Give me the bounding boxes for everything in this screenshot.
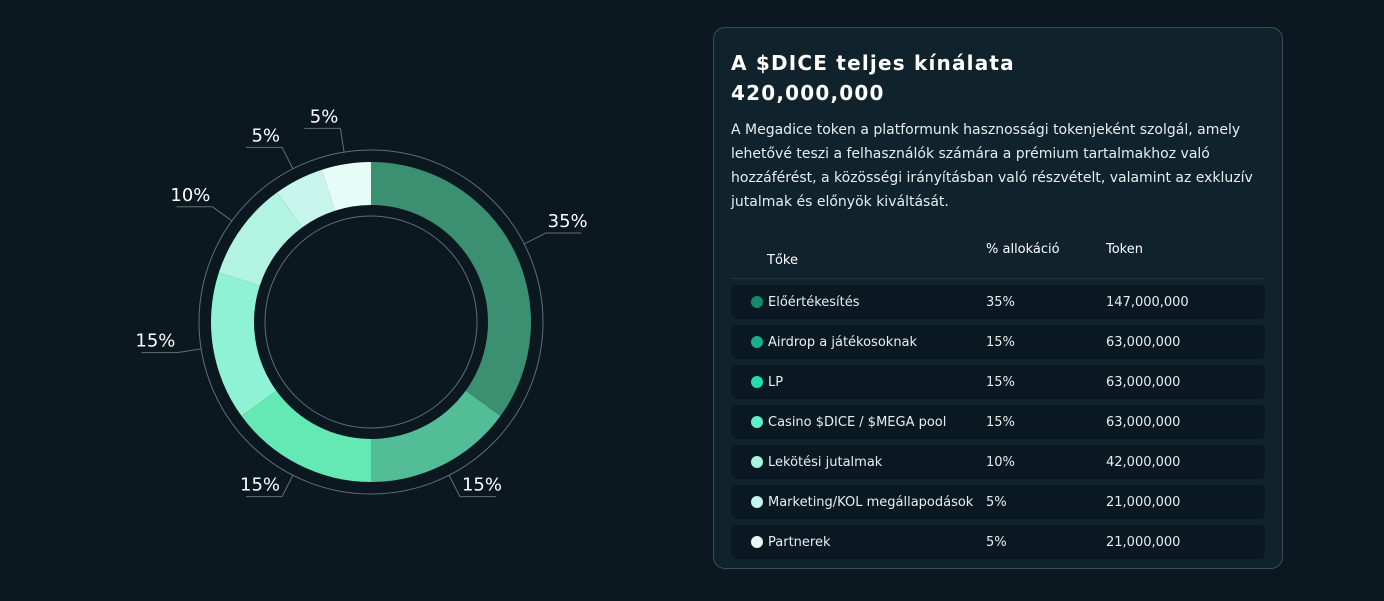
row-name: Casino $DICE / $MEGA pool (768, 414, 947, 430)
donut-slice (241, 390, 371, 482)
row-name: Előértékesítés (768, 294, 860, 310)
row-tokens: 21,000,000 (1106, 494, 1181, 510)
table-row: Casino $DICE / $MEGA pool 15% 63,000,000 (731, 405, 1265, 439)
row-tokens: 63,000,000 (1106, 374, 1181, 390)
outer-ring (198, 149, 544, 495)
row-pct: 5% (986, 494, 1007, 510)
leader-line (448, 475, 496, 498)
table-header: Tőke % allokáció Token (731, 242, 1265, 279)
table-row: Partnerek 5% 21,000,000 (731, 525, 1265, 559)
row-pct: 5% (986, 534, 1007, 550)
donut-slice (211, 272, 277, 417)
header-pct: % allokáció (986, 242, 1060, 257)
row-pct: 35% (986, 294, 1015, 310)
panel-description: A Megadice token a platformunk hasznossá… (731, 122, 1253, 210)
row-tokens: 21,000,000 (1106, 534, 1181, 550)
donut-slice (218, 192, 303, 286)
title-line-1: A $DICE teljes kínálata (731, 51, 1015, 75)
table-row: Marketing/KOL megállapodások 5% 21,000,0… (731, 485, 1265, 519)
header-token: Token (1106, 242, 1143, 257)
table-row: LP 15% 63,000,000 (731, 365, 1265, 399)
leader-line (246, 475, 294, 498)
row-name: Marketing/KOL megállapodások (768, 494, 974, 510)
row-pct: 10% (986, 454, 1015, 470)
row-name: LP (768, 374, 784, 390)
leader-line (524, 232, 582, 245)
row-tokens: 147,000,000 (1106, 294, 1189, 310)
row-pct: 15% (986, 374, 1015, 390)
row-name: Lekötési jutalmak (768, 454, 883, 470)
slice-label: 15% (135, 331, 175, 352)
donut-slice (321, 162, 371, 211)
slice-label: 5% (251, 125, 280, 146)
donut-slice (276, 169, 335, 228)
row-pct: 15% (986, 414, 1015, 430)
color-dot-icon (751, 336, 763, 348)
row-name: Partnerek (768, 534, 831, 550)
panel-title: A $DICE teljes kínálata 420,000,000 (731, 48, 1265, 108)
color-dot-icon (751, 376, 763, 388)
table-row: Airdrop a játékosoknak 15% 63,000,000 (731, 325, 1265, 359)
supply-panel: A $DICE teljes kínálata 420,000,000 A Me… (713, 27, 1283, 569)
slice-label: 5% (310, 106, 339, 127)
row-pct: 15% (986, 334, 1015, 350)
row-tokens: 63,000,000 (1106, 414, 1181, 430)
slice-label: 35% (548, 211, 588, 232)
leader-line (141, 348, 202, 354)
color-dot-icon (751, 456, 763, 468)
row-tokens: 63,000,000 (1106, 334, 1181, 350)
slice-label: 10% (170, 185, 210, 206)
color-dot-icon (751, 536, 763, 548)
header-name: Tőke (767, 252, 798, 268)
allocation-table: Előértékesítés 35% 147,000,000 Airdrop a… (731, 285, 1265, 559)
leader-line (304, 127, 345, 153)
color-dot-icon (751, 296, 763, 308)
color-dot-icon (751, 496, 763, 508)
donut-chart: 35% 15% 15% 15% 10% 5% 5% (135, 106, 588, 498)
slice-label: 15% (462, 475, 502, 496)
table-row: Lekötési jutalmak 10% 42,000,000 (731, 445, 1265, 479)
title-line-2: 420,000,000 (731, 81, 885, 105)
leader-line (246, 146, 294, 169)
row-name: Airdrop a játékosoknak (768, 334, 918, 350)
slice-label: 15% (240, 475, 280, 496)
table-row: Előértékesítés 35% 147,000,000 (731, 285, 1265, 319)
inner-ring (264, 215, 478, 429)
donut-slice (371, 162, 531, 417)
leader-line (176, 206, 233, 222)
donut-slice (371, 390, 501, 482)
row-tokens: 42,000,000 (1106, 454, 1181, 470)
color-dot-icon (751, 416, 763, 428)
